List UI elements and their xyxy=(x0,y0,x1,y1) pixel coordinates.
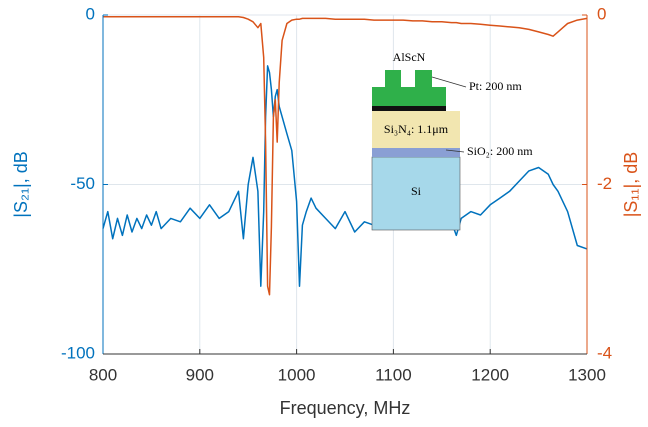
annotation: Pt: 200 nm xyxy=(469,79,522,93)
si3n4-layer xyxy=(372,111,460,148)
annotation: SiO₂: 200 nm xyxy=(467,144,533,158)
y2-axis-label: |S₁₁|, dB xyxy=(621,152,641,218)
y2-tick-label: -4 xyxy=(597,343,612,362)
data-line xyxy=(103,15,588,296)
sio2-layer xyxy=(372,148,460,157)
leader-line xyxy=(431,76,467,88)
annotation: Si₃N₄: 1.1μm xyxy=(384,122,449,136)
data-line xyxy=(102,65,588,287)
annotation: Si xyxy=(411,184,422,198)
x-tick-label: 1300 xyxy=(568,365,606,384)
y2-tick-label: 0 xyxy=(597,4,606,23)
inset-diagram xyxy=(371,70,467,231)
x-tick-label: 1000 xyxy=(278,365,316,384)
alscn-layer xyxy=(372,87,446,106)
x-tick-label: 1100 xyxy=(375,365,412,384)
plot-area xyxy=(102,14,588,355)
electrode xyxy=(415,70,432,88)
pt-layer xyxy=(372,106,446,111)
x-axis-label: Frequency, MHz xyxy=(280,398,411,418)
leader-line xyxy=(445,149,465,153)
x-tick-label: 1200 xyxy=(471,365,509,384)
electrode xyxy=(385,70,401,88)
annotation: AlScN xyxy=(393,50,426,64)
x-tick-label: 800 xyxy=(89,365,117,384)
x-tick-label: 900 xyxy=(186,365,214,384)
y-axis-label: |S₂₁|, dB xyxy=(11,151,31,217)
y-tick-label: -50 xyxy=(70,174,95,193)
y-tick-label: 0 xyxy=(86,4,95,23)
y2-tick-label: -2 xyxy=(597,174,612,193)
y-tick-label: -100 xyxy=(61,343,95,362)
